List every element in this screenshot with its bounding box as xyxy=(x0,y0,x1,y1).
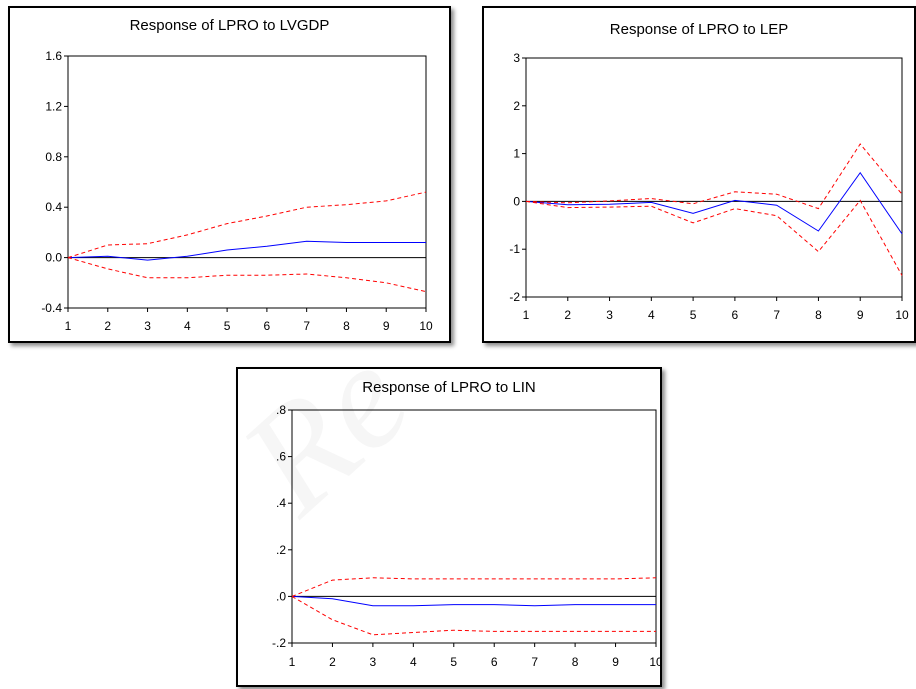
x-tick-label: 9 xyxy=(612,655,619,669)
plot-frame xyxy=(291,409,657,644)
y-tick-label: 3 xyxy=(513,51,520,65)
series-upper-line xyxy=(67,191,427,259)
series-response-line xyxy=(291,595,656,607)
y-tick-label: -.2 xyxy=(272,636,286,650)
series-lower-line xyxy=(525,199,903,276)
y-tick-label: 0 xyxy=(513,194,520,208)
x-tick-label: 4 xyxy=(184,319,191,333)
series-lower-line xyxy=(67,257,427,293)
x-tick-label: 10 xyxy=(895,308,909,322)
series-response-line xyxy=(525,171,903,235)
y-tick-label: -0.4 xyxy=(41,301,62,315)
x-tick-label: 1 xyxy=(289,655,296,669)
plot-frame xyxy=(525,57,903,298)
x-tick-label: 10 xyxy=(419,319,433,333)
series-response-line xyxy=(67,240,426,261)
x-tick-label: 4 xyxy=(648,308,655,322)
x-tick-label: 8 xyxy=(815,308,822,322)
chart-panel-lvgdp: Response of LPRO to LVGDP 1.6 1.2 0.8 0.4 0.… xyxy=(8,6,451,343)
x-tick-label: 9 xyxy=(383,319,390,333)
x-tick-label: 5 xyxy=(690,308,697,322)
x-tick-label: 5 xyxy=(224,319,231,333)
x-tick-label: 8 xyxy=(572,655,579,669)
y-tick-label: 0.0 xyxy=(45,251,62,265)
chart-title: Response of LPRO to LVGDP xyxy=(130,17,330,34)
y-tick-label: .0 xyxy=(276,589,286,603)
x-tick-label: 1 xyxy=(523,308,530,322)
y-tick-label: 2 xyxy=(513,99,520,113)
x-tick-label: 9 xyxy=(857,308,864,322)
x-tick-label: 7 xyxy=(303,319,310,333)
y-tick-label: 1.6 xyxy=(45,49,62,63)
y-tick-label: .2 xyxy=(276,543,286,557)
x-tick-label: 7 xyxy=(773,308,780,322)
y-tick-label: -2 xyxy=(509,290,520,304)
y-tick-label: -1 xyxy=(509,242,520,256)
y-tick-label: 0.8 xyxy=(45,150,62,164)
chart-title: Response of LPRO to LIN xyxy=(362,379,535,396)
chart-panel-lin: Response of LPRO to LIN .8 .6 .4 .2 .0 -.2 1 2 3… xyxy=(236,367,662,687)
x-tick-label: 3 xyxy=(370,655,377,669)
x-tick-label: 2 xyxy=(564,308,571,322)
chart-lin: Response of LPRO to LIN .8 .6 .4 .2 .0 -.21 2 3… xyxy=(272,379,660,669)
series-upper-line xyxy=(525,143,903,210)
y-tick-label: .8 xyxy=(276,403,286,417)
y-tick-label: .6 xyxy=(276,450,286,464)
y-tick-label: .4 xyxy=(276,496,286,510)
chart-title: Response of LPRO to LEP xyxy=(610,21,788,38)
x-tick-label: 6 xyxy=(732,308,739,322)
x-tick-label: 3 xyxy=(606,308,613,322)
x-tick-label: 1 xyxy=(65,319,72,333)
x-tick-label: 2 xyxy=(104,319,111,333)
x-tick-label: 8 xyxy=(343,319,350,333)
y-tick-label: 0.4 xyxy=(45,200,62,214)
series-lower-line xyxy=(291,595,656,636)
y-tick-label: 1.2 xyxy=(45,99,62,113)
x-tick-label: 6 xyxy=(491,655,498,669)
y-tick-label: 1 xyxy=(513,147,520,161)
chart-panel-lep: Response of LPRO to LEP 3 2 1 0 -1 -2 1 2 3 4 5 6 7 8… xyxy=(482,6,916,343)
x-tick-label: 6 xyxy=(264,319,271,333)
chart-lvgdp: Response of LPRO to LVGDP 1.6 1.2 0.8 0.4 0.… xyxy=(41,17,433,333)
x-tick-label: 3 xyxy=(144,319,151,333)
x-tick-label: 7 xyxy=(531,655,538,669)
series-upper-line xyxy=(291,577,657,597)
x-tick-label: 4 xyxy=(410,655,417,669)
x-tick-label: 2 xyxy=(329,655,336,669)
x-tick-label: 10 xyxy=(649,655,660,669)
x-tick-label: 5 xyxy=(450,655,457,669)
plot-frame xyxy=(67,55,427,309)
